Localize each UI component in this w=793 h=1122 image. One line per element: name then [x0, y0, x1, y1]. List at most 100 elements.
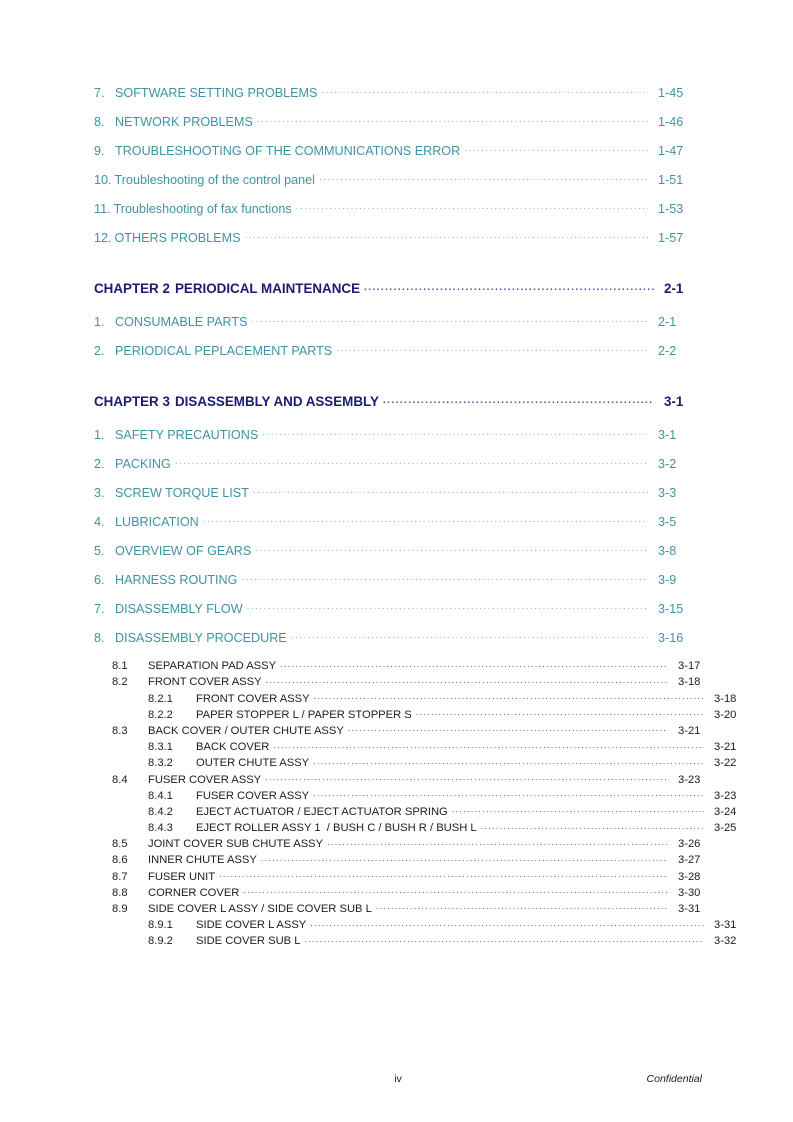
toc-entry-page: 1-53 [658, 201, 684, 216]
dot-leader [247, 600, 648, 613]
toc-entry[interactable]: 5. OVERVIEW OF GEARS 3-8 [94, 542, 702, 571]
dot-leader [313, 788, 704, 799]
toc-subentry-title: PAPER STOPPER L / PAPER STOPPER S [196, 708, 412, 721]
toc-subentry-title: FUSER COVER ASSY [196, 789, 310, 802]
toc-entry[interactable]: 7. DISASSEMBLY FLOW 3-15 [94, 600, 702, 629]
toc-subentry-number: 8.2.1 [148, 692, 173, 705]
toc-subentry[interactable]: 8.4.1 FUSER COVER ASSY 3-23 [94, 788, 756, 804]
toc-entry[interactable]: 11. Troubleshooting of fax functions 1-5… [94, 200, 702, 229]
toc-subentry-title: OUTER CHUTE ASSY [196, 757, 310, 770]
toc-entry-number: 8. [94, 630, 105, 645]
toc-subentry-title: BACK COVER [196, 741, 270, 754]
toc-entry[interactable]: 8. NETWORK PROBLEMS 1-46 [94, 113, 702, 142]
chapter-label: CHAPTER 3 [94, 394, 170, 410]
toc-subentry[interactable]: 8.7 FUSER UNIT 3-28 [94, 868, 720, 884]
toc-chapter-heading[interactable]: CHAPTER 2 PERIODICAL MAINTENANCE 2-1 [94, 280, 702, 313]
toc-subentry-title: JOINT COVER SUB CHUTE ASSY [148, 838, 324, 851]
toc-subentry-title: SIDE COVER L ASSY [196, 919, 307, 932]
toc-subentry-number: 8.2.2 [148, 708, 173, 721]
toc-subentry[interactable]: 8.9.1 SIDE COVER L ASSY 3-31 [94, 917, 756, 933]
toc-entry-number: 1. [94, 314, 105, 329]
toc-subentry-title: FUSER UNIT [148, 870, 216, 883]
toc-entry[interactable]: 8. DISASSEMBLY PROCEDURE 3-16 [94, 629, 702, 658]
toc-entry-page: 3-8 [658, 543, 677, 558]
toc-subentry-number: 8.4 [112, 773, 128, 786]
toc-subentry[interactable]: 8.4.3 EJECT ROLLER ASSY 1 / BUSH C / BUS… [94, 820, 756, 836]
dot-leader [464, 142, 648, 155]
toc-group-chapter2: CHAPTER 2 PERIODICAL MAINTENANCE 2-1 1. … [94, 280, 702, 371]
toc-subentry[interactable]: 8.8 CORNER COVER 3-30 [94, 885, 720, 901]
toc-entry-number: 1. [94, 427, 105, 442]
toc-subentry[interactable]: 8.6 INNER CHUTE ASSY 3-27 [94, 852, 720, 868]
toc-subentry-page: 3-18 [678, 676, 701, 689]
toc-entry[interactable]: 3. SCREW TORQUE LIST 3-3 [94, 484, 702, 513]
toc-entry[interactable]: 10. Troubleshooting of the control panel… [94, 171, 702, 200]
toc-subentry-page: 3-28 [678, 870, 701, 883]
dot-leader [253, 484, 648, 497]
toc-entry-page: 1-57 [658, 230, 684, 245]
toc-entry[interactable]: 6. HARNESS ROUTING 3-9 [94, 571, 702, 600]
toc-subentry[interactable]: 8.1 SEPARATION PAD ASSY 3-17 [94, 658, 720, 674]
toc-subentry-page: 3-21 [678, 724, 701, 737]
toc-entry-title: Troubleshooting of fax functions [113, 201, 292, 216]
toc-subentry[interactable]: 8.4 FUSER COVER ASSY 3-23 [94, 771, 720, 787]
toc-entry-page: 1-46 [658, 114, 684, 129]
toc-subentry-number: 8.9.2 [148, 935, 173, 948]
toc-subentry[interactable]: 8.9 SIDE COVER L ASSY / SIDE COVER SUB L… [94, 901, 720, 917]
toc-entry[interactable]: 12. OTHERS PROBLEMS 1-57 [94, 229, 702, 258]
toc-chapter-heading[interactable]: CHAPTER 3 DISASSEMBLY AND ASSEMBLY 3-1 [94, 393, 702, 426]
toc-subentry[interactable]: 8.4.2 EJECT ACTUATOR / EJECT ACTUATOR SP… [94, 804, 756, 820]
toc-subentry[interactable]: 8.3.1 BACK COVER 3-21 [94, 739, 756, 755]
toc-group-chapter1-tail: 7. SOFTWARE SETTING PROBLEMS 1-45 8. NET… [94, 84, 702, 258]
chapter-page: 2-1 [664, 281, 684, 297]
toc-entry[interactable]: 1. CONSUMABLE PARTS 2-1 [94, 313, 702, 342]
toc-subentry-page: 3-21 [714, 741, 737, 754]
toc-entry[interactable]: 2. PACKING 3-2 [94, 455, 702, 484]
toc-entry-title: PACKING [115, 456, 171, 471]
toc-entry[interactable]: 7. SOFTWARE SETTING PROBLEMS 1-45 [94, 84, 702, 113]
toc-group-chapter3: CHAPTER 3 DISASSEMBLY AND ASSEMBLY 3-1 1… [94, 393, 736, 949]
dot-leader [273, 739, 704, 750]
toc-subentry-title: EJECT ROLLER ASSY 1 / BUSH C / BUSH R / … [196, 822, 477, 835]
toc-entry-title: OVERVIEW OF GEARS [115, 543, 252, 558]
toc-subentry[interactable]: 8.2.2 PAPER STOPPER L / PAPER STOPPER S … [94, 707, 756, 723]
toc-entry-title: Troubleshooting of the control panel [114, 172, 315, 187]
dot-leader [383, 393, 654, 406]
toc-entry-title: SAFETY PRECAUTIONS [115, 427, 259, 442]
toc-entry[interactable]: 1. SAFETY PRECAUTIONS 3-1 [94, 426, 702, 455]
toc-entry-page: 3-5 [658, 514, 677, 529]
toc-entry[interactable]: 2. PERIODICAL PEPLACEMENT PARTS 2-2 [94, 342, 702, 371]
dot-leader [319, 171, 648, 184]
toc-entry-page: 3-16 [658, 630, 684, 645]
dot-leader [336, 342, 648, 355]
toc-subentry[interactable]: 8.5 JOINT COVER SUB CHUTE ASSY 3-26 [94, 836, 720, 852]
toc-subentry-number: 8.3 [112, 724, 128, 737]
toc-subentry-page: 3-20 [714, 708, 737, 721]
toc-subentry-page: 3-26 [678, 838, 701, 851]
toc-subentry-title: CORNER COVER [148, 886, 240, 899]
toc-subentry-number: 8.2 [112, 676, 128, 689]
toc-subentry[interactable]: 8.3 BACK COVER / OUTER CHUTE ASSY 3-21 [94, 723, 720, 739]
toc-subentry-title: SIDE COVER L ASSY / SIDE COVER SUB L [148, 903, 372, 915]
toc-subentry[interactable]: 8.9.2 SIDE COVER SUB L 3-32 [94, 933, 756, 949]
toc-subentry-title: INNER CHUTE ASSY [148, 854, 257, 867]
toc-subentry[interactable]: 8.2.1 FRONT COVER ASSY 3-18 [94, 690, 756, 706]
dot-leader [291, 629, 648, 642]
toc-subentry-title: EJECT ACTUATOR / EJECT ACTUATOR SPRING [196, 805, 448, 818]
toc-subentry-title: FUSER COVER ASSY [148, 773, 262, 786]
dot-leader [257, 113, 648, 126]
toc-subentry[interactable]: 8.2 FRONT COVER ASSY 3-18 [94, 674, 720, 690]
toc-subentry-number: 8.6 [112, 854, 128, 867]
toc-subentry-page: 3-30 [678, 886, 701, 899]
toc-subentry-number: 8.8 [112, 886, 128, 899]
toc-entry-title: TROUBLESHOOTING OF THE COMMUNICATIONS ER… [115, 143, 461, 158]
toc-entry-page: 3-15 [658, 601, 684, 616]
toc-entry[interactable]: 4. LUBRICATION 3-5 [94, 513, 702, 542]
toc-subentry[interactable]: 8.3.2 OUTER CHUTE ASSY 3-22 [94, 755, 756, 771]
dot-leader [321, 84, 648, 97]
toc-subentry-page: 3-18 [714, 692, 737, 705]
toc-entry[interactable]: 9. TROUBLESHOOTING OF THE COMMUNICATIONS… [94, 142, 702, 171]
toc-subentry-number: 8.4.3 [148, 822, 173, 835]
dot-leader [252, 313, 649, 326]
